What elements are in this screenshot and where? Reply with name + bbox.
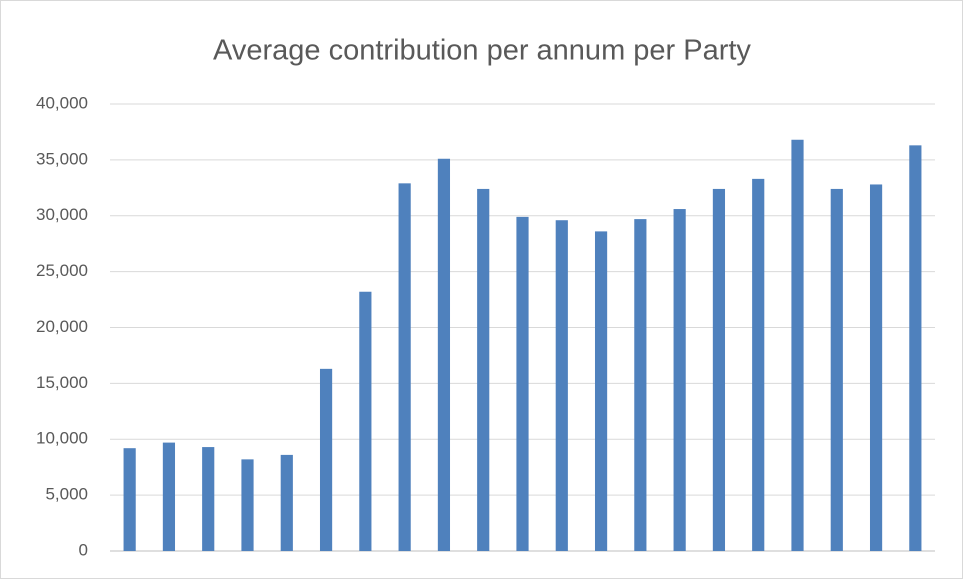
y-tick-label: 20,000 [36, 317, 88, 336]
y-tick-label: 5,000 [45, 485, 88, 504]
bar [634, 219, 647, 552]
bar [437, 158, 451, 551]
bar [516, 216, 529, 551]
bar [162, 442, 176, 551]
bar [791, 139, 804, 551]
bar [909, 145, 922, 551]
y-tick-label: 15,000 [36, 373, 88, 392]
y-tick-label: 35,000 [36, 149, 88, 168]
bar [319, 368, 333, 551]
bar [752, 178, 765, 551]
bar [202, 447, 215, 551]
bar [359, 291, 372, 551]
bar [673, 209, 686, 552]
y-tick-label: 25,000 [36, 261, 88, 280]
bar [555, 220, 568, 551]
bar [594, 231, 608, 551]
y-tick-label: 10,000 [36, 429, 88, 448]
bar [123, 448, 136, 551]
chart-title: Average contribution per annum per Party [213, 35, 751, 67]
bar [830, 188, 843, 551]
bar [477, 188, 490, 551]
y-tick-label: 30,000 [36, 205, 88, 224]
bar [712, 188, 726, 551]
y-tick-label: 40,000 [36, 93, 88, 112]
bar [280, 454, 293, 551]
bar [241, 459, 254, 551]
bar [398, 183, 411, 551]
y-tick-label: 0 [79, 540, 88, 559]
bar [869, 184, 883, 551]
